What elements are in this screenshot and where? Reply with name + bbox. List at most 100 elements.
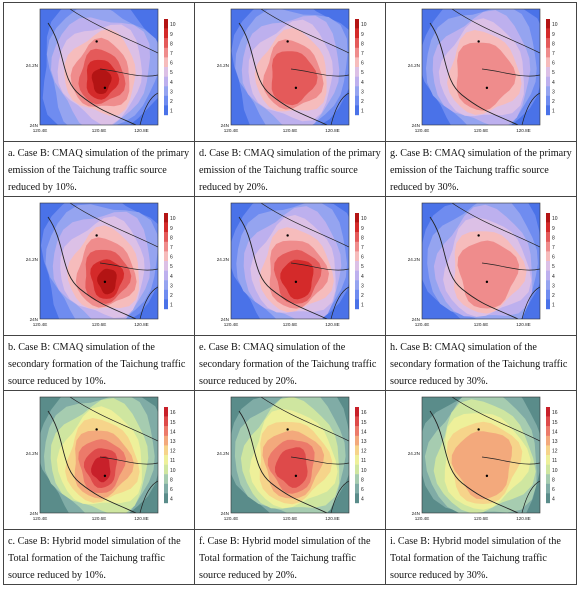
coastline	[238, 216, 328, 319]
contour-field	[40, 203, 158, 319]
colorbar-segment	[546, 86, 550, 96]
colorbar-segment	[546, 299, 550, 310]
colorbar-segment	[546, 222, 550, 233]
coastline	[429, 216, 519, 319]
colorbar-tick-label: 10	[361, 216, 367, 222]
colorbar-segment	[546, 270, 550, 281]
colorbar-tick-label: 4	[552, 274, 555, 280]
colorbar-tick-label: 1	[170, 303, 173, 309]
contour-level	[280, 259, 314, 300]
colorbar-tick-label: 3	[361, 89, 364, 95]
colorbar-tick-label: 6	[170, 61, 173, 67]
colorbar-tick-label: 4	[170, 497, 173, 503]
colorbar-tick-label: 8	[552, 235, 555, 241]
colorbar-segment	[546, 483, 550, 494]
colorbar-segment	[355, 38, 359, 48]
y-axis-label-upper: 24.2N	[408, 257, 420, 262]
caption-cell: h. Case B: CMAQ simulation of the second…	[385, 335, 577, 391]
colorbar-segment	[355, 213, 359, 223]
panel-caption: f. Case B: Hybrid model simulation of th…	[199, 536, 371, 581]
colorbar-segment	[546, 213, 550, 223]
contour-level	[97, 268, 117, 295]
colorbar-segment	[164, 426, 168, 436]
contour-field	[231, 203, 349, 319]
colorbar-segment	[546, 241, 550, 252]
y-axis-label-upper: 24.2N	[217, 451, 229, 456]
colorbar-segment	[546, 426, 550, 436]
caption-row: a. Case B: CMAQ simulation of the primar…	[3, 141, 577, 197]
colorbar-tick-label: 2	[361, 293, 364, 299]
colorbar-tick-label: 5	[552, 70, 555, 76]
panel-caption: i. Case B: Hybrid model simulation of th…	[390, 536, 561, 581]
contour-level	[275, 447, 308, 488]
colorbar-tick-label: 13	[361, 439, 367, 445]
colorbar-segment	[164, 232, 168, 242]
contour-field	[231, 9, 349, 125]
contour-level	[456, 42, 516, 111]
colorbar-segment	[164, 299, 168, 310]
colorbar-tick-label: 11	[361, 458, 366, 464]
colorbar-segment	[546, 407, 550, 417]
y-axis-label-upper: 24.2N	[217, 63, 229, 68]
colorbar-tick-label: 16	[170, 410, 176, 416]
colorbar-tick-label: 14	[170, 429, 176, 435]
colorbar-segment	[546, 455, 550, 465]
colorbar-segment	[355, 105, 359, 116]
y-axis-label-lower: 24N	[412, 123, 420, 128]
colorbar-tick-label: 9	[170, 226, 173, 232]
colorbar-segment	[164, 19, 168, 29]
colorbar-tick-label: 10	[361, 468, 367, 474]
colorbar-tick-label: 10	[170, 468, 176, 474]
colorbar-tick-label: 2	[552, 99, 555, 105]
colorbar-segment	[164, 67, 168, 77]
colorbar-segment	[355, 95, 359, 106]
caption-cell: b. Case B: CMAQ simulation of the second…	[3, 335, 195, 391]
colorbar-tick-label: 6	[361, 61, 364, 67]
colorbar-tick-label: 3	[552, 89, 555, 95]
x-axis-label-right: 120.8E	[516, 128, 531, 133]
y-axis-label-lower: 24N	[221, 511, 229, 516]
colorbar-segment	[164, 28, 168, 39]
colorbar-tick-label: 6	[552, 487, 555, 493]
colorbar-tick-label: 3	[170, 89, 173, 95]
colorbar-segment	[164, 455, 168, 465]
colorbar-segment	[355, 435, 359, 446]
map-cell: 24.2N 24N 120.4E 120.6E 120.8E 10 9 8 7 6 5 4 3 2 1	[194, 196, 386, 336]
colorbar-segment	[355, 407, 359, 417]
colorbar-segment	[164, 38, 168, 48]
colorbar-tick-label: 2	[361, 99, 364, 105]
coastline	[238, 22, 328, 125]
caption-cell: d. Case B: CMAQ simulation of the primar…	[194, 141, 386, 197]
panel-caption: a. Case B: CMAQ simulation of the primar…	[8, 148, 190, 193]
colorbar-segment	[546, 38, 550, 48]
county-boundary	[260, 397, 349, 513]
colorbar-segment	[164, 57, 168, 68]
map-row: 24.2N 24N 120.4E 120.6E 120.8E 16 15 14 13 12 11 10…	[3, 390, 577, 530]
y-axis-label-upper: 24.2N	[408, 451, 420, 456]
caption-cell: g. Case B: CMAQ simulation of the primar…	[385, 141, 577, 197]
colorbar-tick-label: 10	[552, 216, 558, 222]
colorbar-segment	[355, 299, 359, 310]
contour-map: 24.2N 24N 120.4E 120.6E 120.8E 16 15 14 13 12 11 10…	[386, 391, 576, 529]
colorbar-segment	[355, 416, 359, 427]
colorbar-tick-label: 7	[361, 51, 364, 57]
y-axis-label-upper: 24.2N	[26, 63, 38, 68]
colorbar-tick-label: 3	[170, 283, 173, 289]
y-axis-label-lower: 24N	[30, 511, 38, 516]
colorbar-tick-label: 2	[170, 293, 173, 299]
colorbar-tick-label: 7	[170, 245, 173, 251]
y-axis-label-lower: 24N	[412, 317, 420, 322]
colorbar-segment	[164, 474, 168, 484]
colorbar-tick-label: 9	[361, 32, 364, 38]
colorbar-segment	[164, 493, 168, 504]
colorbar-tick-label: 15	[170, 420, 176, 426]
colorbar-tick-label: 9	[552, 32, 555, 38]
colorbar-tick-label: 15	[361, 420, 367, 426]
colorbar-segment	[164, 483, 168, 494]
contour-map: 24.2N 24N 120.4E 120.6E 120.8E 10 9 8 7 6 5 4 3 2 1	[195, 197, 385, 335]
colorbar-segment	[546, 416, 550, 427]
y-axis-label-lower: 24N	[30, 317, 38, 322]
panel-caption: e. Case B: CMAQ simulation of the second…	[199, 342, 377, 387]
